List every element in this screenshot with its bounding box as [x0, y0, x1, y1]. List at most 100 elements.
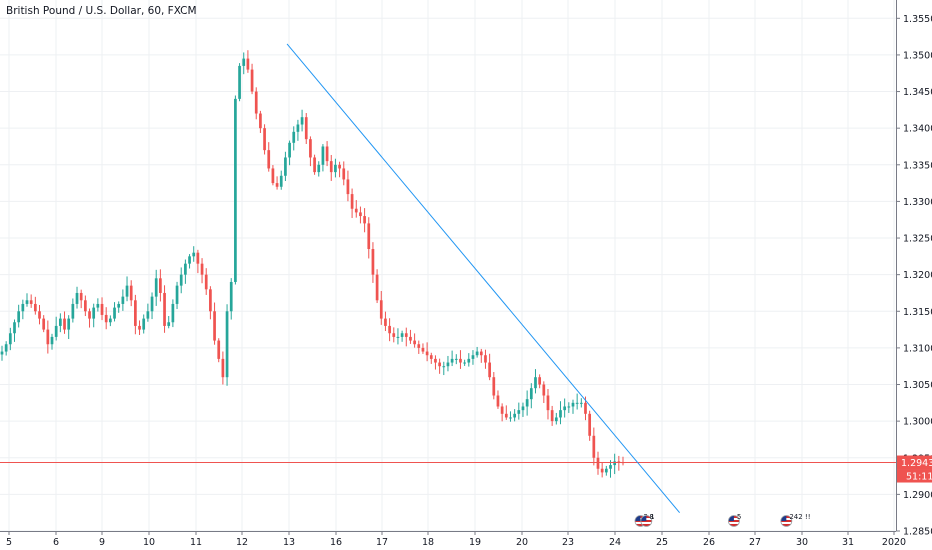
candle-down [104, 314, 108, 323]
x-tick-label: 26 [703, 537, 715, 548]
candle-up [113, 307, 116, 319]
x-tick-label: 30 [796, 537, 808, 548]
chart-title: British Pound / U.S. Dollar, 60, FXCM [6, 5, 197, 17]
candle-down [33, 303, 37, 312]
candle-up [234, 98, 237, 282]
candle-up [117, 303, 121, 308]
y-tick-label: 1.34500 [903, 87, 932, 98]
flag-fill [780, 515, 792, 527]
candle-up [317, 164, 321, 173]
candle-up [613, 461, 617, 466]
x-tick-label: 13 [283, 537, 295, 548]
candle-up [571, 402, 575, 407]
candle-down [63, 318, 66, 330]
y-tick-label: 1.30500 [903, 380, 932, 391]
candle-down [350, 194, 354, 209]
candle-down [159, 278, 162, 293]
candle-up [92, 307, 96, 319]
candle-up [0, 351, 4, 355]
candle-down [29, 300, 33, 304]
x-tick-label: 12 [236, 537, 248, 548]
x-tick-label: 10 [143, 537, 155, 548]
y-tick-label: 1.33000 [903, 197, 932, 208]
candle-up [75, 292, 79, 304]
y-tick-label: 1.30000 [903, 417, 932, 428]
candle-down [134, 300, 137, 326]
candle-down [425, 351, 429, 356]
candle-down [413, 340, 416, 345]
candle-down [254, 91, 258, 114]
flag-fill [640, 515, 652, 527]
candle-down [342, 168, 346, 180]
last-price-tag [897, 455, 932, 470]
candle-down [367, 223, 371, 250]
candle-up [192, 252, 196, 257]
candle-up [604, 468, 608, 473]
x-tick-label: 27 [749, 537, 761, 548]
y-tick-label: 1.35000 [903, 50, 932, 61]
candle-up [71, 303, 75, 319]
candle-up [442, 366, 446, 368]
flag-border [728, 515, 740, 527]
candle-down [496, 395, 500, 407]
x-tick-label: 24 [609, 537, 621, 548]
candle-down [484, 355, 487, 363]
candle-down [346, 179, 350, 195]
candle-up [225, 311, 229, 378]
x-tick-label: 25 [656, 537, 668, 548]
candle-down [596, 457, 600, 469]
candle-up [17, 311, 21, 323]
candle-down [500, 406, 504, 414]
y-tick-label: 1.35500 [903, 14, 932, 25]
us-flag-icon [728, 515, 740, 527]
candle-down [217, 340, 221, 359]
flag-border [780, 515, 793, 527]
candle-down [329, 161, 333, 173]
countdown-tag [897, 469, 932, 483]
candle-up [463, 362, 466, 364]
candle-up [150, 296, 154, 312]
candle-up [296, 124, 300, 132]
candle-down [79, 292, 83, 301]
candle-down [354, 208, 358, 213]
candle-up [300, 117, 304, 125]
candle-down [542, 384, 546, 396]
candle-down [404, 333, 408, 337]
candle-down [384, 318, 387, 326]
candle-down [275, 183, 279, 187]
candle-down [138, 325, 141, 330]
candle-down [304, 117, 308, 140]
flag-canton [780, 515, 787, 521]
flag-canton [640, 515, 647, 521]
candle-up [175, 285, 179, 304]
candle-up [167, 322, 171, 326]
candle-up [454, 358, 458, 360]
event-label: 8 [649, 513, 653, 521]
candle-up [109, 318, 112, 323]
candles [0, 50, 625, 478]
flag-border [640, 515, 653, 527]
candle-up [96, 303, 100, 308]
flag-canton [634, 515, 641, 521]
flag-stripe [780, 524, 792, 526]
candle-down [338, 164, 341, 169]
candle-up [142, 318, 146, 330]
candle-up [529, 388, 533, 400]
candle-down [267, 150, 271, 169]
candle-down [313, 157, 316, 173]
candle-down [409, 336, 412, 341]
y-tick-label: 1.29000 [903, 490, 932, 501]
candle-up [396, 336, 400, 338]
candle-down [213, 311, 216, 341]
x-tick-label: 17 [376, 537, 388, 548]
candle-up [534, 377, 537, 389]
candle-up [579, 402, 583, 404]
candle-up [292, 131, 296, 143]
us-flag-icon [780, 515, 793, 527]
y-tick-label: 1.31500 [903, 307, 932, 318]
y-tick-label: 1.32000 [903, 270, 932, 281]
